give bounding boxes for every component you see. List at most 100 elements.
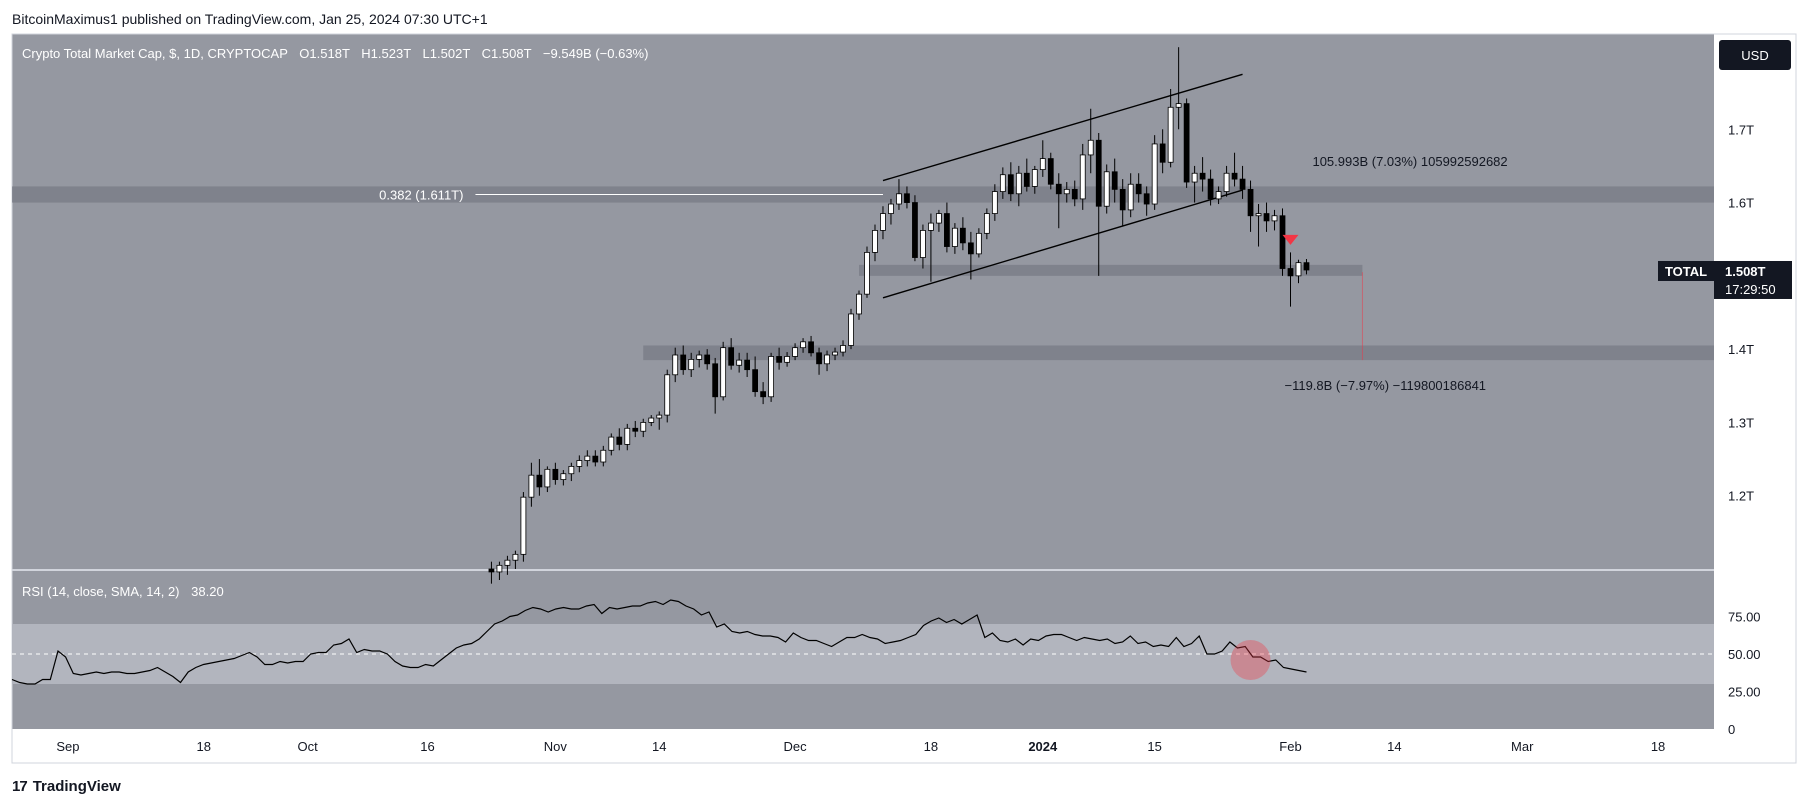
candle[interactable] — [1007, 174, 1014, 195]
candle[interactable] — [1119, 188, 1126, 211]
candle[interactable] — [760, 391, 766, 398]
candle[interactable] — [600, 449, 607, 463]
candle[interactable] — [1047, 158, 1054, 185]
candle[interactable] — [904, 193, 910, 203]
candle[interactable] — [744, 359, 751, 371]
candle[interactable] — [728, 347, 735, 366]
candle[interactable] — [1023, 172, 1030, 187]
candle[interactable] — [912, 202, 918, 258]
candle[interactable] — [824, 354, 830, 365]
candle[interactable] — [816, 352, 822, 365]
candle[interactable] — [1031, 169, 1038, 187]
candle[interactable] — [1055, 183, 1062, 195]
candle[interactable] — [999, 174, 1006, 192]
candle[interactable] — [680, 354, 687, 371]
candle[interactable] — [512, 553, 519, 561]
sr-zone-3[interactable] — [643, 345, 1714, 361]
candle[interactable] — [1191, 172, 1198, 183]
candle[interactable] — [1199, 172, 1206, 180]
candle[interactable] — [888, 203, 894, 214]
candle[interactable] — [640, 422, 647, 432]
candle[interactable] — [592, 455, 599, 463]
candle[interactable] — [808, 341, 814, 354]
candle[interactable] — [832, 351, 838, 356]
candle[interactable] — [975, 232, 982, 255]
candle[interactable] — [504, 559, 511, 566]
time-scale[interactable] — [12, 729, 1796, 763]
channel-lower-line[interactable] — [882, 189, 1243, 299]
candle[interactable] — [776, 356, 782, 363]
candle[interactable] — [736, 359, 743, 366]
candle[interactable] — [944, 213, 950, 247]
candle[interactable] — [552, 468, 559, 480]
candle[interactable] — [1215, 191, 1222, 200]
candle[interactable] — [936, 213, 942, 224]
candle[interactable] — [544, 468, 551, 488]
candle[interactable] — [696, 354, 703, 360]
candle[interactable] — [656, 414, 663, 419]
candle[interactable] — [1015, 172, 1022, 195]
candle[interactable] — [840, 345, 846, 353]
candle[interactable] — [952, 227, 958, 247]
candle[interactable] — [928, 222, 934, 231]
candle[interactable] — [528, 474, 535, 498]
candle[interactable] — [1183, 103, 1190, 183]
candle[interactable] — [712, 363, 719, 398]
candle[interactable] — [1231, 172, 1238, 180]
candle[interactable] — [1151, 143, 1158, 205]
candle[interactable] — [576, 460, 583, 467]
price-scale[interactable] — [1714, 34, 1796, 729]
candle[interactable] — [1159, 143, 1166, 163]
candle[interactable] — [584, 455, 591, 461]
candle[interactable] — [967, 242, 974, 255]
candle[interactable] — [1303, 262, 1310, 271]
rsi-line[interactable] — [11, 599, 1307, 685]
candle[interactable] — [872, 230, 878, 253]
candle[interactable] — [672, 354, 679, 376]
candle[interactable] — [624, 427, 631, 445]
candle[interactable] — [991, 191, 998, 214]
candle[interactable] — [1271, 215, 1278, 222]
channel-upper-line[interactable] — [882, 73, 1243, 182]
candle[interactable] — [616, 436, 623, 445]
candle[interactable] — [536, 474, 543, 488]
currency-button[interactable] — [1719, 40, 1791, 70]
candle[interactable] — [1087, 139, 1094, 156]
candle[interactable] — [1175, 103, 1182, 108]
candle[interactable] — [496, 564, 503, 573]
candle[interactable] — [1135, 183, 1142, 195]
candle[interactable] — [960, 227, 966, 244]
candle[interactable] — [632, 427, 639, 432]
candle[interactable] — [880, 213, 886, 231]
candle[interactable] — [768, 356, 774, 398]
candle[interactable] — [488, 568, 495, 573]
candle[interactable] — [688, 358, 695, 371]
candle[interactable] — [784, 356, 790, 363]
candle[interactable] — [864, 251, 870, 295]
candle[interactable] — [1263, 213, 1270, 222]
candle[interactable] — [648, 417, 655, 423]
candle[interactable] — [1143, 193, 1150, 205]
candle[interactable] — [983, 213, 990, 234]
candle[interactable] — [800, 341, 806, 349]
candle[interactable] — [1071, 188, 1078, 200]
candle[interactable] — [1287, 268, 1294, 277]
candle[interactable] — [1247, 188, 1254, 217]
candle[interactable] — [1127, 183, 1134, 211]
candle[interactable] — [568, 465, 575, 475]
candle[interactable] — [920, 230, 926, 258]
candle[interactable] — [720, 347, 727, 398]
candle[interactable] — [1295, 262, 1302, 277]
candle[interactable] — [608, 436, 615, 451]
candle[interactable] — [704, 354, 711, 365]
candle[interactable] — [752, 369, 759, 393]
candle[interactable] — [1223, 172, 1230, 192]
candle[interactable] — [856, 293, 862, 315]
candle[interactable] — [1255, 213, 1262, 217]
sr-zone-2[interactable] — [859, 264, 1363, 276]
candle[interactable] — [664, 374, 671, 416]
candle[interactable] — [1095, 139, 1102, 207]
candle[interactable] — [1279, 215, 1286, 269]
candle[interactable] — [792, 347, 798, 357]
